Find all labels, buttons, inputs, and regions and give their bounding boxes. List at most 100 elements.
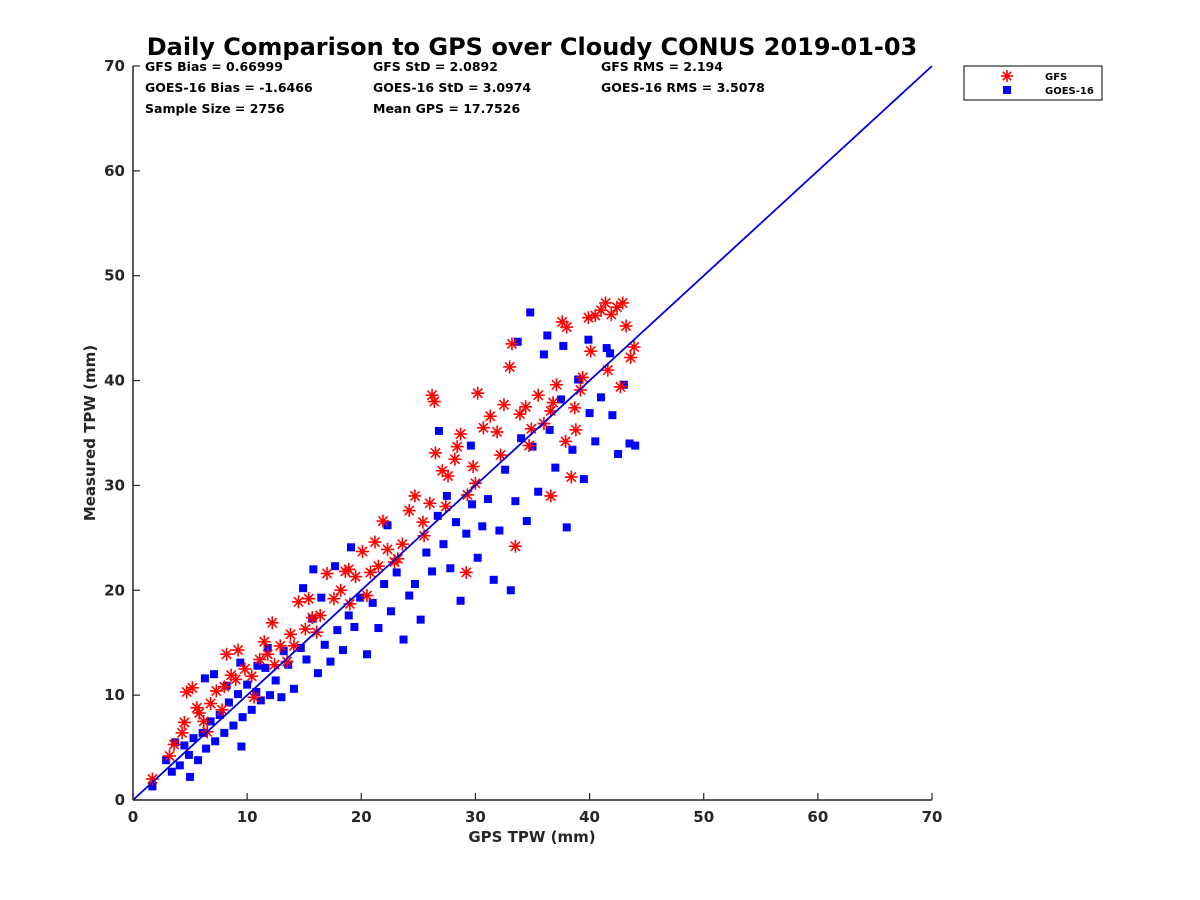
legend-label: GFS bbox=[1045, 72, 1067, 83]
x-tick-label: 40 bbox=[579, 808, 600, 826]
data-point-goes16 bbox=[167, 767, 176, 776]
data-point-gfs bbox=[604, 308, 618, 322]
data-point-gfs bbox=[265, 616, 279, 630]
one-to-one-line bbox=[132, 65, 933, 801]
data-point-goes16 bbox=[568, 445, 577, 454]
data-point-gfs bbox=[594, 303, 608, 317]
data-point-goes16 bbox=[495, 526, 504, 535]
data-point-gfs bbox=[428, 446, 442, 460]
data-point-goes16 bbox=[545, 425, 554, 434]
data-point-goes16 bbox=[478, 522, 487, 531]
data-point-goes16 bbox=[483, 495, 492, 504]
data-point-goes16 bbox=[606, 349, 615, 358]
data-point-goes16 bbox=[326, 657, 335, 666]
data-point-goes16 bbox=[405, 591, 414, 600]
data-point-goes16 bbox=[202, 744, 211, 753]
data-point-gfs bbox=[220, 647, 234, 661]
data-point-gfs bbox=[559, 434, 573, 448]
data-point-goes16 bbox=[551, 463, 560, 472]
data-point-gfs bbox=[287, 639, 301, 653]
data-point-goes16 bbox=[462, 529, 471, 538]
data-point-goes16 bbox=[347, 543, 356, 552]
y-tick-label: 0 bbox=[115, 791, 125, 809]
data-point-goes16 bbox=[224, 698, 233, 707]
data-point-goes16 bbox=[350, 622, 359, 631]
data-point-goes16 bbox=[229, 721, 238, 730]
data-point-gfs bbox=[439, 499, 453, 513]
data-point-goes16 bbox=[614, 449, 623, 458]
data-point-gfs bbox=[546, 396, 560, 410]
x-tick-label: 30 bbox=[465, 808, 486, 826]
data-point-goes16 bbox=[466, 441, 475, 450]
data-point-gfs bbox=[599, 296, 613, 310]
data-point-gfs bbox=[494, 448, 508, 462]
data-point-gfs bbox=[360, 589, 374, 603]
data-point-goes16 bbox=[206, 717, 215, 726]
data-point-gfs bbox=[466, 460, 480, 474]
y-tick-label: 30 bbox=[104, 476, 125, 494]
data-point-goes16 bbox=[602, 344, 611, 353]
data-point-gfs bbox=[217, 680, 231, 694]
data-point-gfs bbox=[298, 622, 312, 636]
data-point-goes16 bbox=[513, 337, 522, 346]
data-point-gfs bbox=[450, 440, 464, 454]
data-point-goes16 bbox=[237, 742, 246, 751]
data-point-gfs bbox=[448, 452, 462, 466]
data-point-goes16 bbox=[410, 579, 419, 588]
data-point-gfs bbox=[284, 627, 298, 641]
data-point-goes16 bbox=[534, 487, 543, 496]
data-point-goes16 bbox=[608, 411, 617, 420]
data-point-goes16 bbox=[236, 658, 245, 667]
data-point-gfs bbox=[581, 311, 595, 325]
data-point-gfs bbox=[371, 559, 385, 573]
data-point-goes16 bbox=[243, 680, 252, 689]
data-point-goes16 bbox=[522, 517, 531, 526]
data-point-gfs bbox=[497, 398, 511, 412]
data-point-gfs bbox=[505, 337, 519, 351]
data-point-goes16 bbox=[222, 681, 231, 690]
stat-text: GOES-16 Bias = -1.6466 bbox=[145, 80, 313, 95]
data-point-gfs bbox=[177, 715, 191, 729]
data-point-goes16 bbox=[317, 593, 326, 602]
data-point-gfs bbox=[408, 489, 422, 503]
data-point-goes16 bbox=[511, 497, 520, 506]
data-point-gfs bbox=[163, 749, 177, 763]
data-point-goes16 bbox=[559, 341, 568, 350]
data-point-goes16 bbox=[247, 705, 256, 714]
legend-label: GOES-16 bbox=[1045, 86, 1094, 97]
data-point-gfs bbox=[204, 697, 218, 711]
y-tick-label: 60 bbox=[104, 162, 125, 180]
data-point-goes16 bbox=[200, 674, 209, 683]
data-point-goes16 bbox=[211, 737, 220, 746]
data-point-goes16 bbox=[386, 607, 395, 616]
data-point-gfs bbox=[531, 388, 545, 402]
data-point-gfs bbox=[522, 439, 536, 453]
data-point-goes16 bbox=[585, 409, 594, 418]
data-point-gfs bbox=[627, 340, 641, 354]
data-point-goes16 bbox=[392, 568, 401, 577]
data-point-gfs bbox=[363, 565, 377, 579]
data-point-gfs bbox=[468, 476, 482, 490]
data-point-goes16 bbox=[284, 660, 293, 669]
data-point-goes16 bbox=[591, 437, 600, 446]
data-point-goes16 bbox=[309, 565, 318, 574]
data-point-gfs bbox=[503, 360, 517, 374]
data-point-gfs bbox=[624, 351, 638, 365]
data-point-gfs bbox=[476, 421, 490, 435]
data-point-gfs bbox=[544, 489, 558, 503]
data-point-gfs bbox=[313, 608, 327, 622]
data-point-gfs bbox=[305, 611, 319, 625]
data-point-goes16 bbox=[234, 690, 243, 699]
data-point-goes16 bbox=[320, 640, 329, 649]
data-point-goes16 bbox=[439, 540, 448, 549]
data-point-gfs bbox=[471, 386, 485, 400]
data-point-gfs bbox=[257, 635, 271, 649]
data-point-goes16 bbox=[562, 523, 571, 532]
data-point-goes16 bbox=[428, 567, 437, 576]
data-point-goes16 bbox=[433, 511, 442, 520]
stat-text: GFS StD = 2.0892 bbox=[373, 59, 498, 74]
data-point-goes16 bbox=[526, 308, 535, 317]
data-point-goes16 bbox=[296, 643, 305, 652]
data-point-gfs bbox=[616, 296, 630, 310]
